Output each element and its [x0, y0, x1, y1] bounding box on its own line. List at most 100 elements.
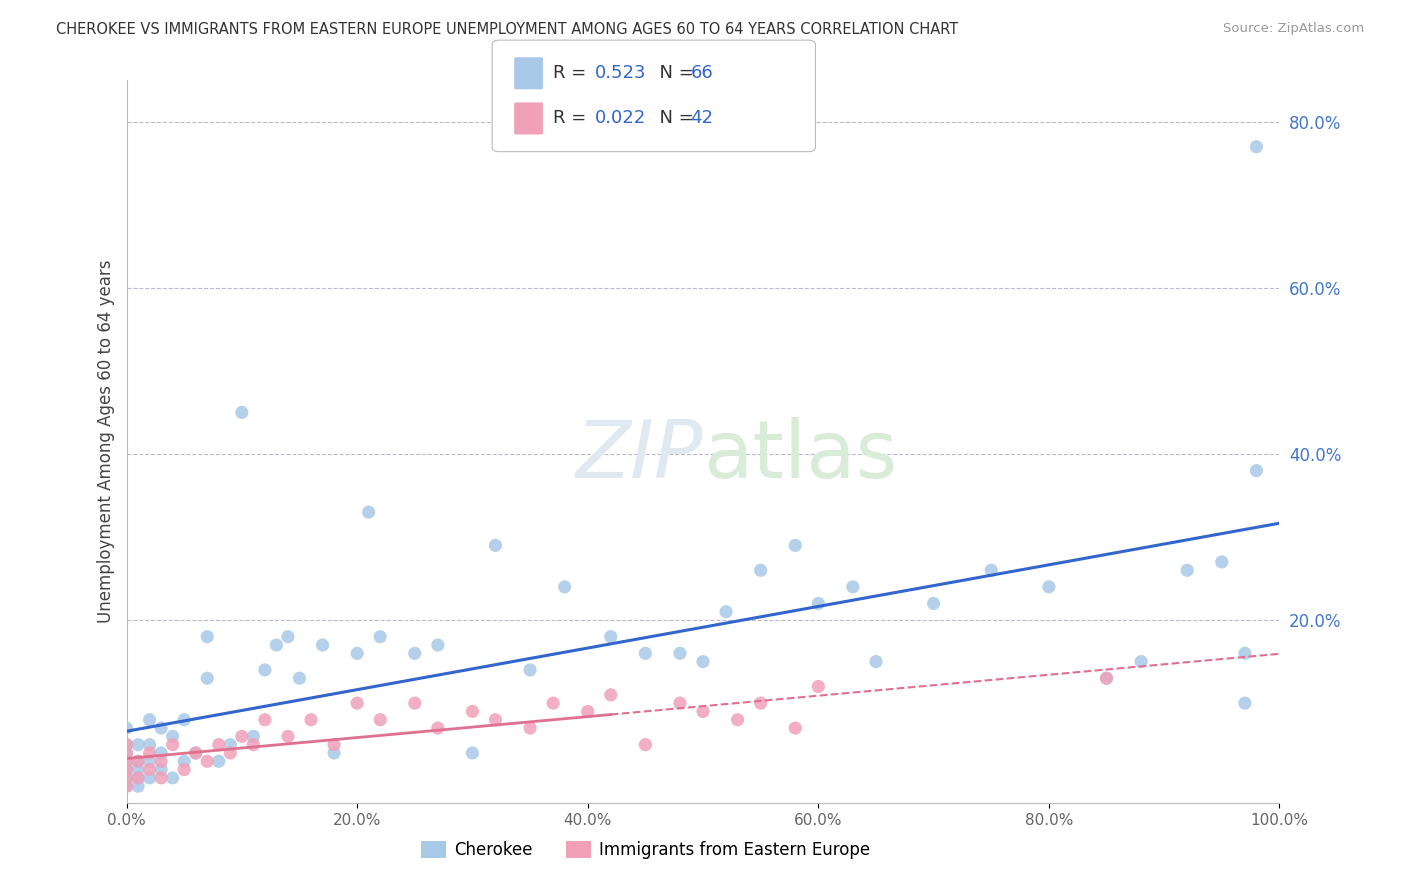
Point	[368, 713, 391, 727]
Point	[173, 713, 195, 727]
Point	[115, 779, 138, 793]
Point	[138, 746, 160, 760]
Text: R =: R =	[553, 64, 592, 82]
Point	[231, 405, 253, 419]
Point	[669, 696, 692, 710]
Point	[115, 771, 138, 785]
Point	[138, 771, 160, 785]
Point	[519, 663, 541, 677]
Point	[219, 738, 242, 752]
Point	[138, 738, 160, 752]
Point	[1175, 563, 1198, 577]
Point	[115, 763, 138, 777]
Point	[150, 721, 173, 735]
Point	[484, 713, 506, 727]
Point	[807, 680, 830, 694]
Point	[242, 730, 264, 744]
Point	[842, 580, 865, 594]
Point	[253, 713, 276, 727]
Point	[150, 763, 173, 777]
Point	[127, 754, 149, 768]
Point	[749, 696, 772, 710]
Point	[484, 538, 506, 552]
Point	[634, 738, 657, 752]
Point	[692, 655, 714, 669]
Point	[277, 730, 299, 744]
Point	[426, 721, 449, 735]
Point	[127, 763, 149, 777]
Point	[541, 696, 564, 710]
Point	[1095, 671, 1118, 685]
Point	[311, 638, 333, 652]
Text: 42: 42	[690, 110, 713, 128]
Point	[127, 779, 149, 793]
Point	[288, 671, 311, 685]
Text: N =: N =	[648, 110, 700, 128]
Legend: Cherokee, Immigrants from Eastern Europe: Cherokee, Immigrants from Eastern Europe	[420, 841, 870, 860]
Point	[1233, 696, 1256, 710]
Point	[115, 763, 138, 777]
Text: atlas: atlas	[703, 417, 897, 495]
Point	[195, 630, 218, 644]
Point	[266, 638, 288, 652]
Point	[1246, 139, 1268, 153]
Point	[115, 746, 138, 760]
Point	[115, 738, 138, 752]
Point	[115, 746, 138, 760]
Point	[162, 738, 184, 752]
Point	[127, 754, 149, 768]
Point	[138, 713, 160, 727]
Point	[127, 738, 149, 752]
Point	[346, 696, 368, 710]
Text: ZIP: ZIP	[575, 417, 703, 495]
Point	[299, 713, 322, 727]
Point	[785, 721, 807, 735]
Point	[208, 738, 231, 752]
Point	[150, 746, 173, 760]
Point	[807, 597, 830, 611]
Text: 0.523: 0.523	[595, 64, 647, 82]
Point	[576, 705, 599, 719]
Point	[323, 746, 346, 760]
Point	[115, 754, 138, 768]
Point	[127, 771, 149, 785]
Point	[208, 754, 231, 768]
Point	[1211, 555, 1233, 569]
Point	[599, 630, 621, 644]
Point	[115, 771, 138, 785]
Point	[727, 713, 749, 727]
Point	[714, 605, 737, 619]
Point	[357, 505, 380, 519]
Point	[749, 563, 772, 577]
Point	[634, 646, 657, 660]
Point	[138, 763, 160, 777]
Point	[922, 597, 945, 611]
Point	[195, 671, 218, 685]
Point	[195, 754, 218, 768]
Point	[115, 721, 138, 735]
Point	[184, 746, 207, 760]
Point	[461, 705, 484, 719]
Point	[115, 779, 138, 793]
Point	[150, 754, 173, 768]
Text: N =: N =	[648, 64, 700, 82]
Point	[785, 538, 807, 552]
Point	[173, 754, 195, 768]
Point	[138, 754, 160, 768]
Point	[115, 738, 138, 752]
Point	[669, 646, 692, 660]
Point	[231, 730, 253, 744]
Point	[253, 663, 276, 677]
Point	[323, 738, 346, 752]
Point	[865, 655, 887, 669]
Point	[184, 746, 207, 760]
Point	[162, 730, 184, 744]
Point	[519, 721, 541, 735]
Point	[1038, 580, 1060, 594]
Point	[1130, 655, 1153, 669]
Point	[368, 630, 391, 644]
Point	[554, 580, 576, 594]
Point	[346, 646, 368, 660]
Point	[1246, 464, 1268, 478]
Text: 0.022: 0.022	[595, 110, 645, 128]
